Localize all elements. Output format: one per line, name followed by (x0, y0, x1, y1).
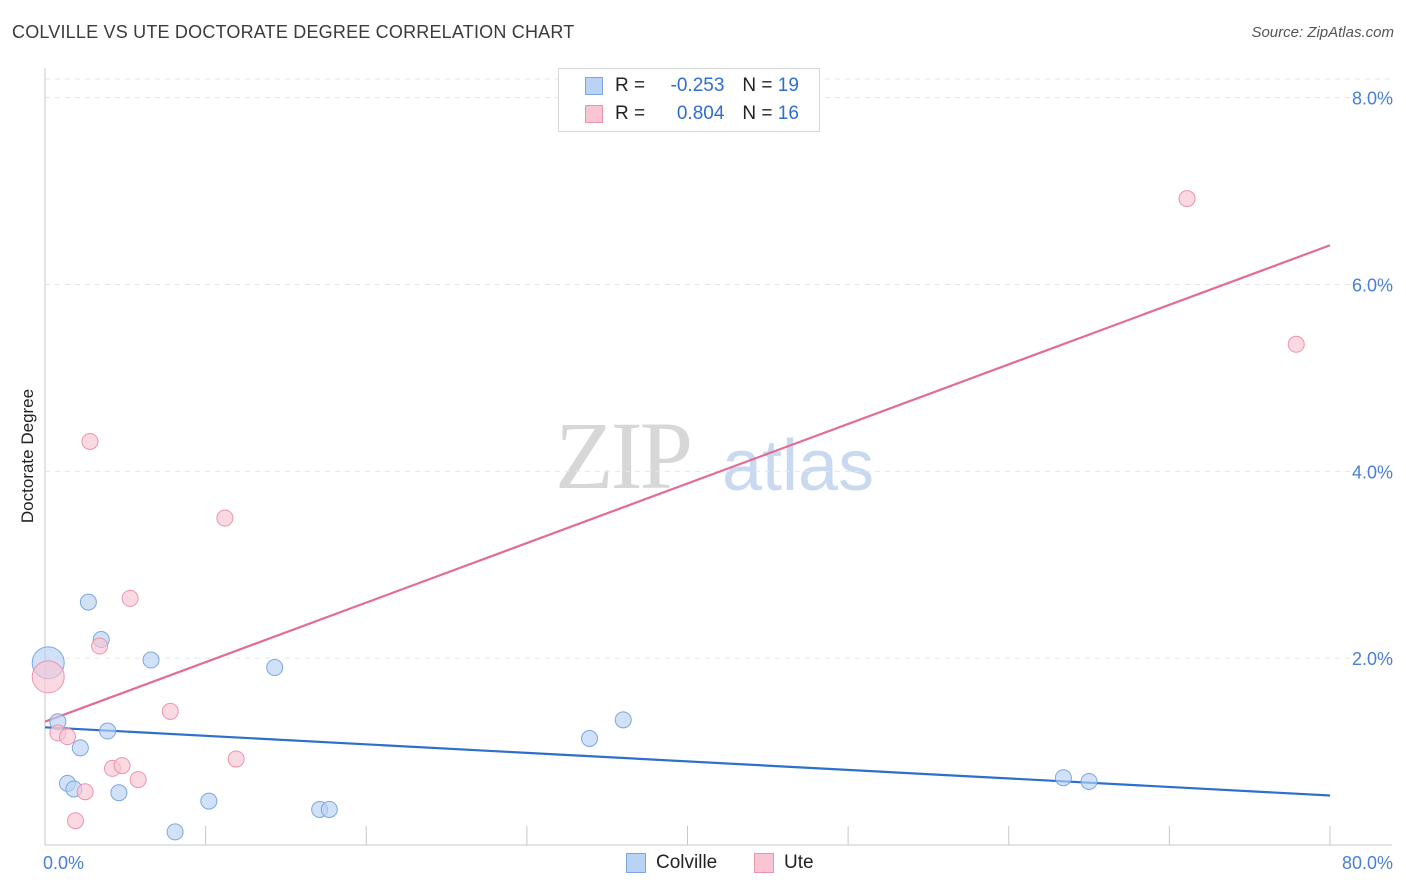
ute-point (1178, 190, 1196, 208)
ute-point (91, 637, 109, 655)
colville-swatch (585, 77, 603, 95)
r-value: -0.253 (670, 75, 725, 96)
colville-point (166, 823, 184, 841)
legend-label-colville: Colville (656, 852, 718, 873)
y-tick-label: 6.0% (1352, 276, 1393, 296)
x-tick-label: 0.0% (43, 853, 84, 873)
ute-point (227, 750, 245, 768)
colville-point (614, 711, 632, 729)
colville-point (110, 784, 128, 802)
y-tick-label: 2.0% (1352, 649, 1393, 669)
colville-point (1054, 769, 1072, 787)
colville-point (581, 730, 599, 748)
colville-point (266, 659, 284, 677)
correlation-legend: R = -0.253 N = 19 R = 0.804 N = 16 (558, 68, 820, 132)
r-label: R = (615, 103, 646, 124)
source-label: Source: ZipAtlas.com (1251, 24, 1394, 41)
legend-row-ute: R = 0.804 N = 16 (585, 102, 799, 126)
colville-point (200, 792, 218, 810)
tick-labels: 2.0% 4.0% 6.0% 8.0% 0.0% 80.0% (43, 89, 1393, 873)
colville-point (142, 651, 160, 669)
ute-point (76, 783, 94, 801)
x-tick-label: 80.0% (1342, 853, 1393, 873)
ute-point (1287, 335, 1305, 353)
colville-point (1080, 772, 1098, 790)
data-points (31, 190, 1305, 841)
axes (44, 68, 1392, 846)
r-label: R = (615, 75, 646, 96)
ute-swatch (585, 105, 603, 123)
ute-point (121, 589, 139, 607)
legend-row-colville: R = -0.253 N = 19 (585, 74, 799, 98)
ute-trend-line (44, 244, 1331, 723)
ute-swatch (754, 853, 774, 873)
r-value: 0.804 (676, 103, 725, 124)
ute-point (161, 702, 179, 720)
legend-item-ute: Ute (754, 852, 814, 874)
chart-title: COLVILLE VS UTE DOCTORATE DEGREE CORRELA… (12, 22, 575, 42)
legend-item-colville: Colville (626, 852, 717, 874)
n-value: 19 (777, 75, 799, 96)
watermark-zip: ZIP (555, 402, 693, 509)
ute-point (216, 509, 234, 527)
n-value: 16 (777, 103, 799, 124)
ute-point (81, 432, 99, 450)
colville-point (99, 722, 117, 740)
trend-lines (44, 244, 1331, 797)
colville-trend-line (44, 726, 1331, 797)
ute-point (129, 771, 147, 789)
colville-swatch (626, 853, 646, 873)
watermark-atlas: atlas (722, 426, 875, 506)
series-legend: Colville Ute (0, 852, 1406, 876)
colville-point (71, 739, 89, 757)
n-label: N = (742, 75, 773, 96)
n-label: N = (742, 103, 773, 124)
y-tick-label: 8.0% (1352, 89, 1393, 109)
ute-point (58, 728, 76, 746)
legend-label-ute: Ute (784, 852, 814, 873)
ute-point (67, 812, 85, 830)
colville-point (320, 801, 338, 819)
y-tick-label: 4.0% (1352, 462, 1393, 482)
ute-point (31, 660, 65, 694)
colville-point (79, 593, 97, 611)
grid-lines (45, 78, 1392, 659)
ute-point (113, 757, 131, 775)
